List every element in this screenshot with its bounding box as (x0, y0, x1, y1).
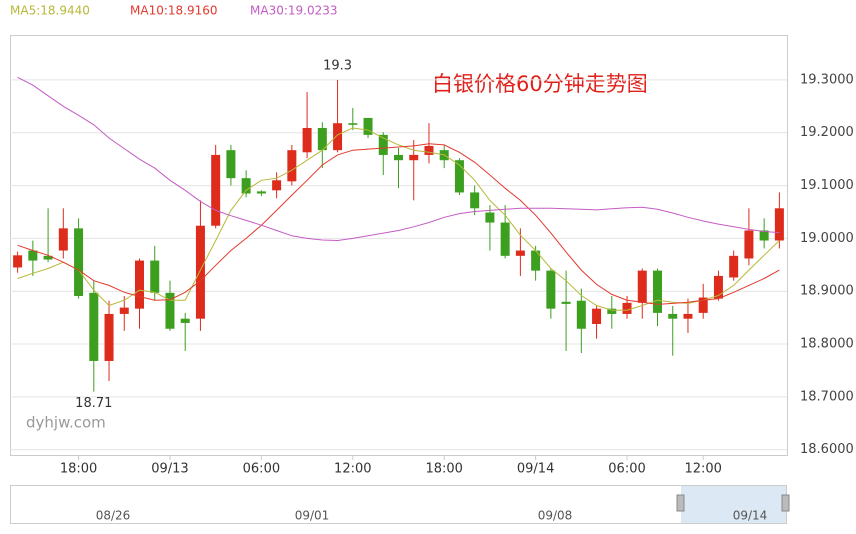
candle-body (241, 178, 251, 194)
candle-body (531, 250, 541, 271)
candle-body (317, 127, 327, 151)
candle-body (378, 134, 388, 155)
candle-body (211, 154, 221, 226)
ma-line (17, 127, 780, 311)
x-tick-label: 06:00 (608, 462, 645, 477)
candle-body (348, 123, 358, 125)
candle-body (561, 301, 571, 304)
y-tick-label: 18.9000 (800, 284, 854, 299)
candle-body (256, 191, 266, 194)
candle-body (287, 150, 297, 182)
legend-entry: MA10:18.9160 (130, 4, 218, 18)
candle-body (698, 297, 708, 313)
legend-entry: MA30:19.0233 (250, 4, 338, 18)
candle-body (759, 230, 769, 241)
navigator-label: 09/01 (295, 509, 330, 523)
high-annotation: 19.3 (323, 58, 352, 73)
navigator-label: 09/08 (538, 509, 573, 523)
navigator-frame (10, 485, 787, 524)
candle-body (774, 208, 784, 241)
x-tick-label: 18:00 (60, 462, 97, 477)
x-tick-label: 09/13 (151, 462, 188, 477)
watermark: dyhjw.com (26, 414, 106, 432)
navigator-handle[interactable] (781, 494, 790, 512)
candle-body (470, 192, 480, 209)
candle-body (485, 212, 495, 223)
ma-line (17, 76, 780, 242)
ma-line (17, 143, 780, 305)
candle-body (119, 307, 129, 314)
candle-body (637, 270, 647, 303)
candle-body (454, 160, 464, 193)
candle-body (500, 222, 510, 256)
y-tick-label: 19.0000 (800, 231, 854, 246)
navigator-label: 08/26 (96, 509, 131, 523)
candle-body (546, 270, 556, 309)
navigator-selection[interactable] (681, 486, 786, 523)
candle-body (74, 228, 84, 296)
y-tick-label: 19.2000 (800, 125, 854, 140)
candle-body (104, 313, 114, 361)
candle-body (515, 250, 525, 256)
candle-body (607, 308, 617, 314)
candle-body (302, 127, 312, 153)
candle-body (43, 255, 53, 260)
y-tick-label: 19.3000 (800, 72, 854, 87)
y-tick-label: 18.7000 (800, 389, 854, 404)
candle-body (713, 275, 723, 299)
candle-body (622, 302, 632, 314)
candle-body (653, 270, 662, 313)
candle-body (394, 154, 403, 161)
candle-body (576, 300, 586, 329)
candle-body (195, 225, 205, 319)
candle-body (729, 255, 739, 278)
candle-body (744, 230, 754, 259)
chart-title: 白银价格60分钟走势图 (432, 72, 648, 96)
legend-entry: MA5:18.9440 (10, 4, 90, 18)
candle-body (592, 308, 602, 324)
candle-body (150, 260, 160, 293)
x-tick-label: 12:00 (684, 462, 721, 477)
plot-frame (10, 35, 788, 456)
y-tick-label: 19.1000 (800, 178, 854, 193)
candle-body (58, 228, 68, 251)
candle-body (89, 292, 99, 361)
candle-body (668, 313, 678, 319)
candle-body (272, 180, 282, 191)
candle-body (28, 250, 38, 261)
candle-body (409, 154, 419, 161)
candle-body (13, 255, 23, 268)
x-tick-label: 12:00 (334, 462, 371, 477)
x-tick-label: 18:00 (425, 462, 462, 477)
candle-body (165, 292, 175, 329)
navigator-handle[interactable] (676, 494, 685, 512)
navigator[interactable] (10, 485, 790, 524)
navigator-label: 09/14 (733, 509, 768, 523)
candle-body (180, 318, 190, 323)
candle-body (333, 123, 343, 151)
y-tick-label: 18.6000 (800, 442, 854, 457)
candle-body (363, 117, 373, 135)
x-tick-label: 09/14 (517, 462, 554, 477)
candle-body (135, 260, 144, 309)
candle-body (683, 313, 693, 319)
y-tick-label: 18.8000 (800, 337, 854, 352)
candle-body (424, 145, 434, 155)
low-annotation: 18.71 (75, 396, 112, 411)
x-tick-label: 06:00 (243, 462, 280, 477)
candles (13, 79, 784, 392)
candle-body (226, 150, 236, 179)
